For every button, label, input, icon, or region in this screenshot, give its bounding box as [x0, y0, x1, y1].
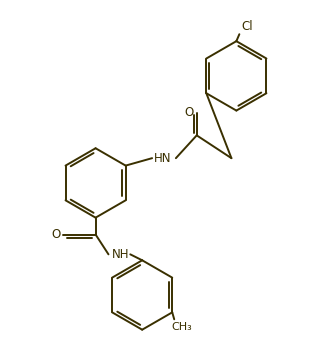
Text: NH: NH [112, 248, 129, 261]
Text: O: O [184, 106, 193, 119]
Text: HN: HN [154, 152, 172, 165]
Text: O: O [51, 228, 60, 241]
Text: Cl: Cl [241, 20, 253, 33]
Text: CH₃: CH₃ [172, 322, 193, 332]
